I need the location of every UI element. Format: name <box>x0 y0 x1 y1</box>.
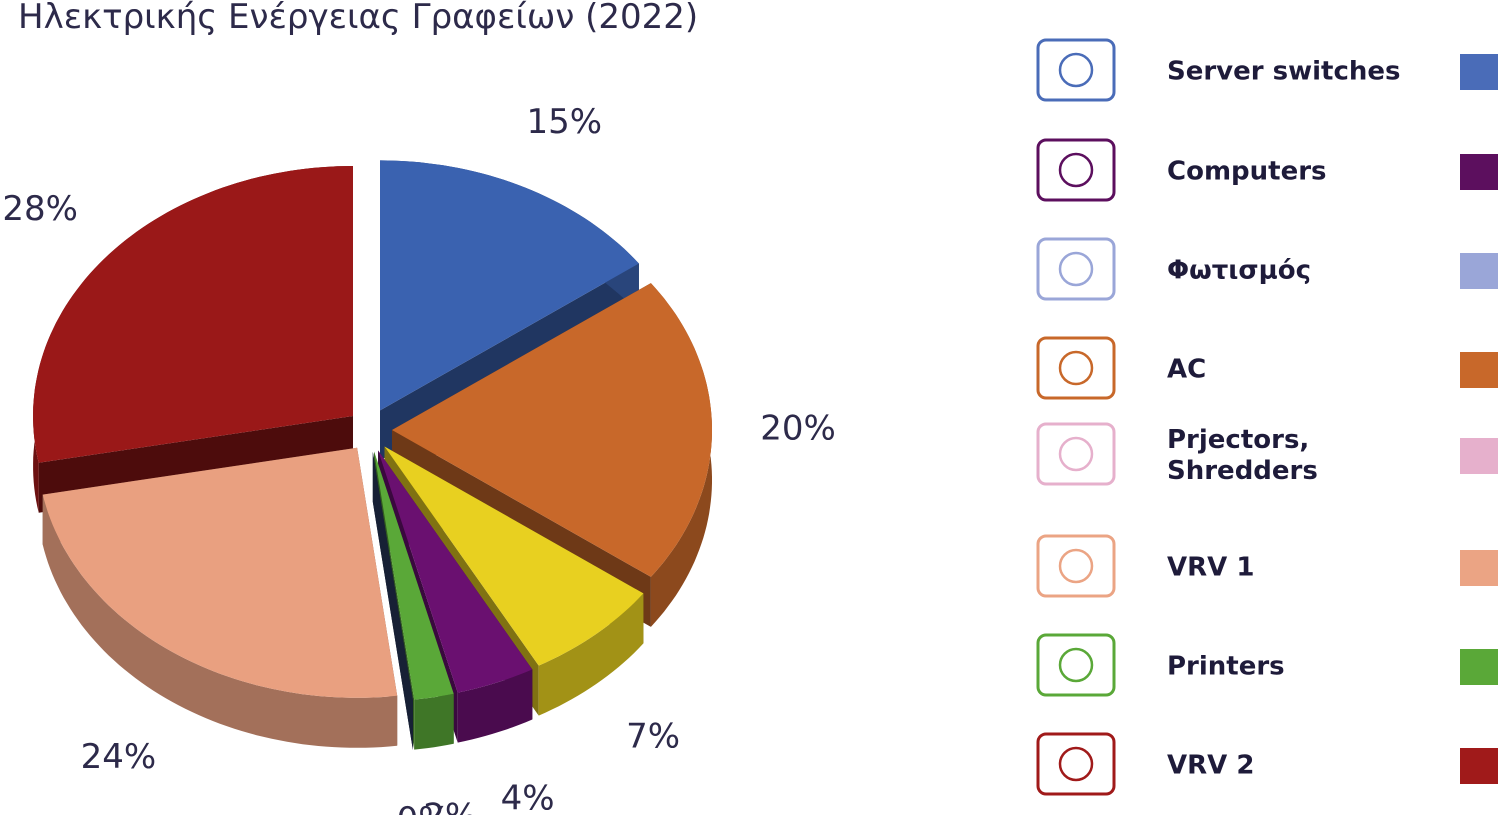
slice <box>378 450 533 693</box>
legend-swatch <box>1460 748 1498 784</box>
pie-slice <box>372 451 413 750</box>
slice <box>384 446 644 666</box>
slice <box>42 447 398 698</box>
legend-label: AC <box>1167 354 1207 385</box>
data-label: 7% <box>626 717 680 757</box>
data-label: 15% <box>527 102 603 142</box>
legend-icon <box>1036 422 1116 486</box>
legend-label: Prjectors, Shredders <box>1167 425 1318 486</box>
legend-label: Computers <box>1167 156 1327 187</box>
data-label: 2% <box>423 796 477 815</box>
legend-icon-detail <box>1058 52 1094 88</box>
legend-label: VRV 1 <box>1167 552 1255 583</box>
legend-swatch <box>1460 154 1498 190</box>
pie-slice <box>42 447 398 748</box>
slice <box>374 451 454 700</box>
data-label: 0% <box>397 800 451 815</box>
legend-icon-detail <box>1058 251 1094 287</box>
legend-swatch <box>1460 649 1498 685</box>
legend-icon <box>1036 534 1116 598</box>
legend-icon <box>1036 38 1116 102</box>
legend-label: Server switches <box>1167 56 1401 87</box>
legend-icon <box>1036 138 1116 202</box>
legend-icon <box>1036 732 1116 796</box>
legend-icon-detail <box>1058 350 1094 386</box>
legend-label: Printers <box>1167 651 1285 682</box>
legend-icon <box>1036 237 1116 301</box>
legend-icon <box>1036 336 1116 400</box>
legend-label: VRV 2 <box>1167 750 1255 781</box>
legend-swatch <box>1460 438 1498 474</box>
slice-side <box>42 494 398 748</box>
legend-swatch <box>1460 54 1498 90</box>
legend-label: Φωτισμός <box>1167 255 1312 286</box>
legend-swatch <box>1460 550 1498 586</box>
legend-icon-detail <box>1058 746 1094 782</box>
legend-swatch <box>1460 352 1498 388</box>
slice-side <box>457 669 533 743</box>
slice-side <box>538 593 644 716</box>
legend-icon-detail <box>1058 436 1094 472</box>
data-label: 4% <box>501 778 555 815</box>
slice-side <box>372 451 413 750</box>
legend-icon <box>1036 633 1116 697</box>
data-label: 28% <box>2 189 78 229</box>
chart-title: Ηλεκτρικής Ενέργειας Γραφείων (2022) <box>18 0 698 37</box>
legend-icon-detail <box>1058 548 1094 584</box>
slice-side <box>414 693 454 750</box>
data-label: 20% <box>760 409 836 449</box>
slice <box>392 283 712 577</box>
slice <box>33 166 353 463</box>
legend-icon-detail <box>1058 152 1094 188</box>
slice <box>380 160 639 411</box>
legend-swatch <box>1460 253 1498 289</box>
legend-icon-detail <box>1058 647 1094 683</box>
data-label: 24% <box>81 737 157 777</box>
